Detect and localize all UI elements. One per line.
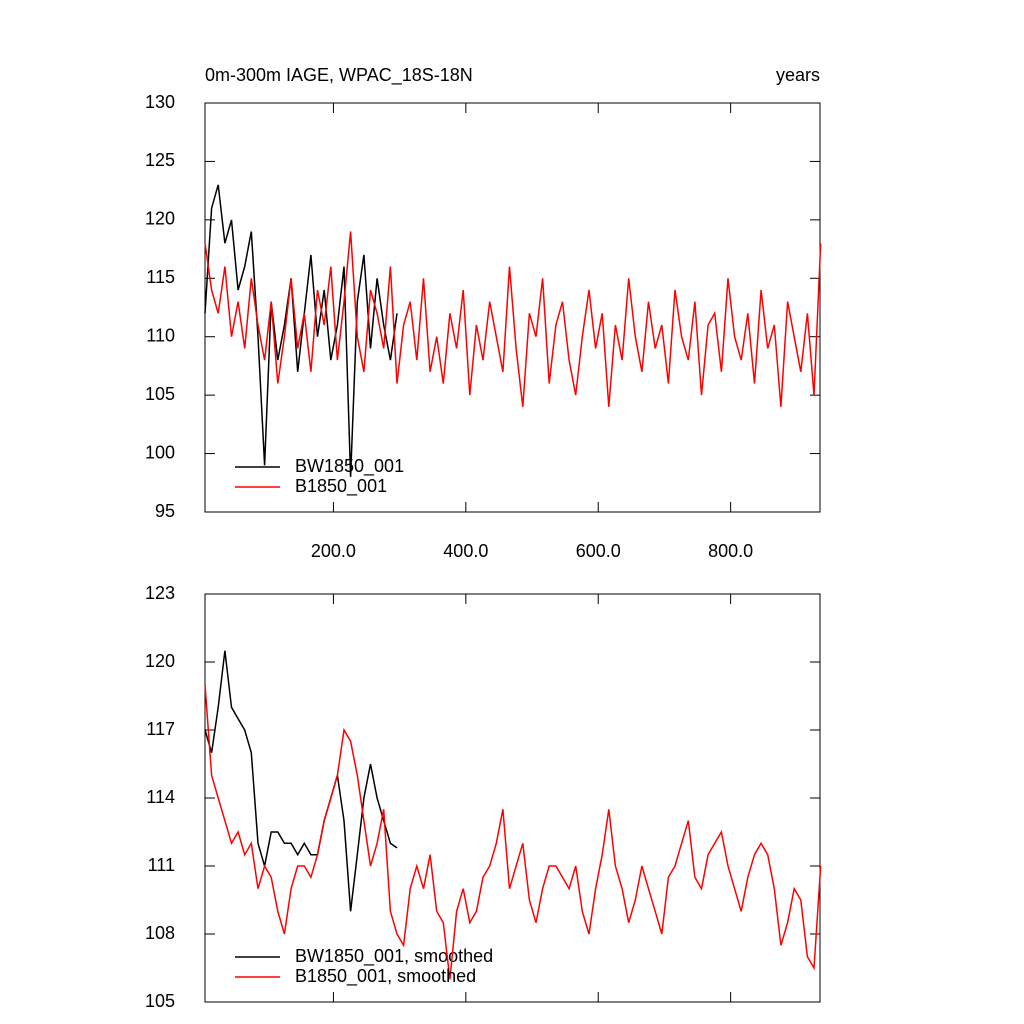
y-tick-label: 105 [145, 384, 175, 404]
y-tick-label: 100 [145, 442, 175, 462]
y-tick-label: 108 [145, 923, 175, 943]
x-tick-label: 600.0 [576, 541, 621, 561]
x-tick-label: 800.0 [708, 541, 753, 561]
data-line [204, 650, 398, 912]
y-tick-label: 120 [145, 209, 175, 229]
y-tick-label: 114 [146, 787, 175, 807]
legend-label: BW1850_001, smoothed [295, 946, 493, 967]
data-line [204, 184, 398, 477]
data-line [204, 231, 822, 407]
y-tick-label: 123 [145, 583, 175, 603]
y-tick-label: 120 [145, 651, 175, 671]
x-tick-label: 200.0 [311, 541, 356, 561]
y-tick-label: 95 [155, 501, 175, 521]
data-line [204, 684, 822, 980]
legend-label: B1850_001, smoothed [295, 966, 476, 987]
x-tick-label: 400.0 [443, 541, 488, 561]
chart-title: 0m-300m IAGE, WPAC_18S-18N [205, 65, 473, 86]
y-tick-label: 130 [145, 92, 175, 112]
y-tick-label: 105 [145, 991, 175, 1011]
y-tick-label: 125 [145, 150, 175, 170]
legend-label: B1850_001 [295, 476, 387, 497]
y-tick-label: 111 [148, 855, 175, 875]
plot-frame [204, 593, 821, 1003]
y-tick-label: 117 [146, 719, 175, 739]
y-tick-label: 110 [146, 325, 175, 345]
units-label: years [776, 65, 820, 85]
y-tick-label: 115 [146, 267, 175, 287]
legend-label: BW1850_001 [295, 456, 404, 477]
